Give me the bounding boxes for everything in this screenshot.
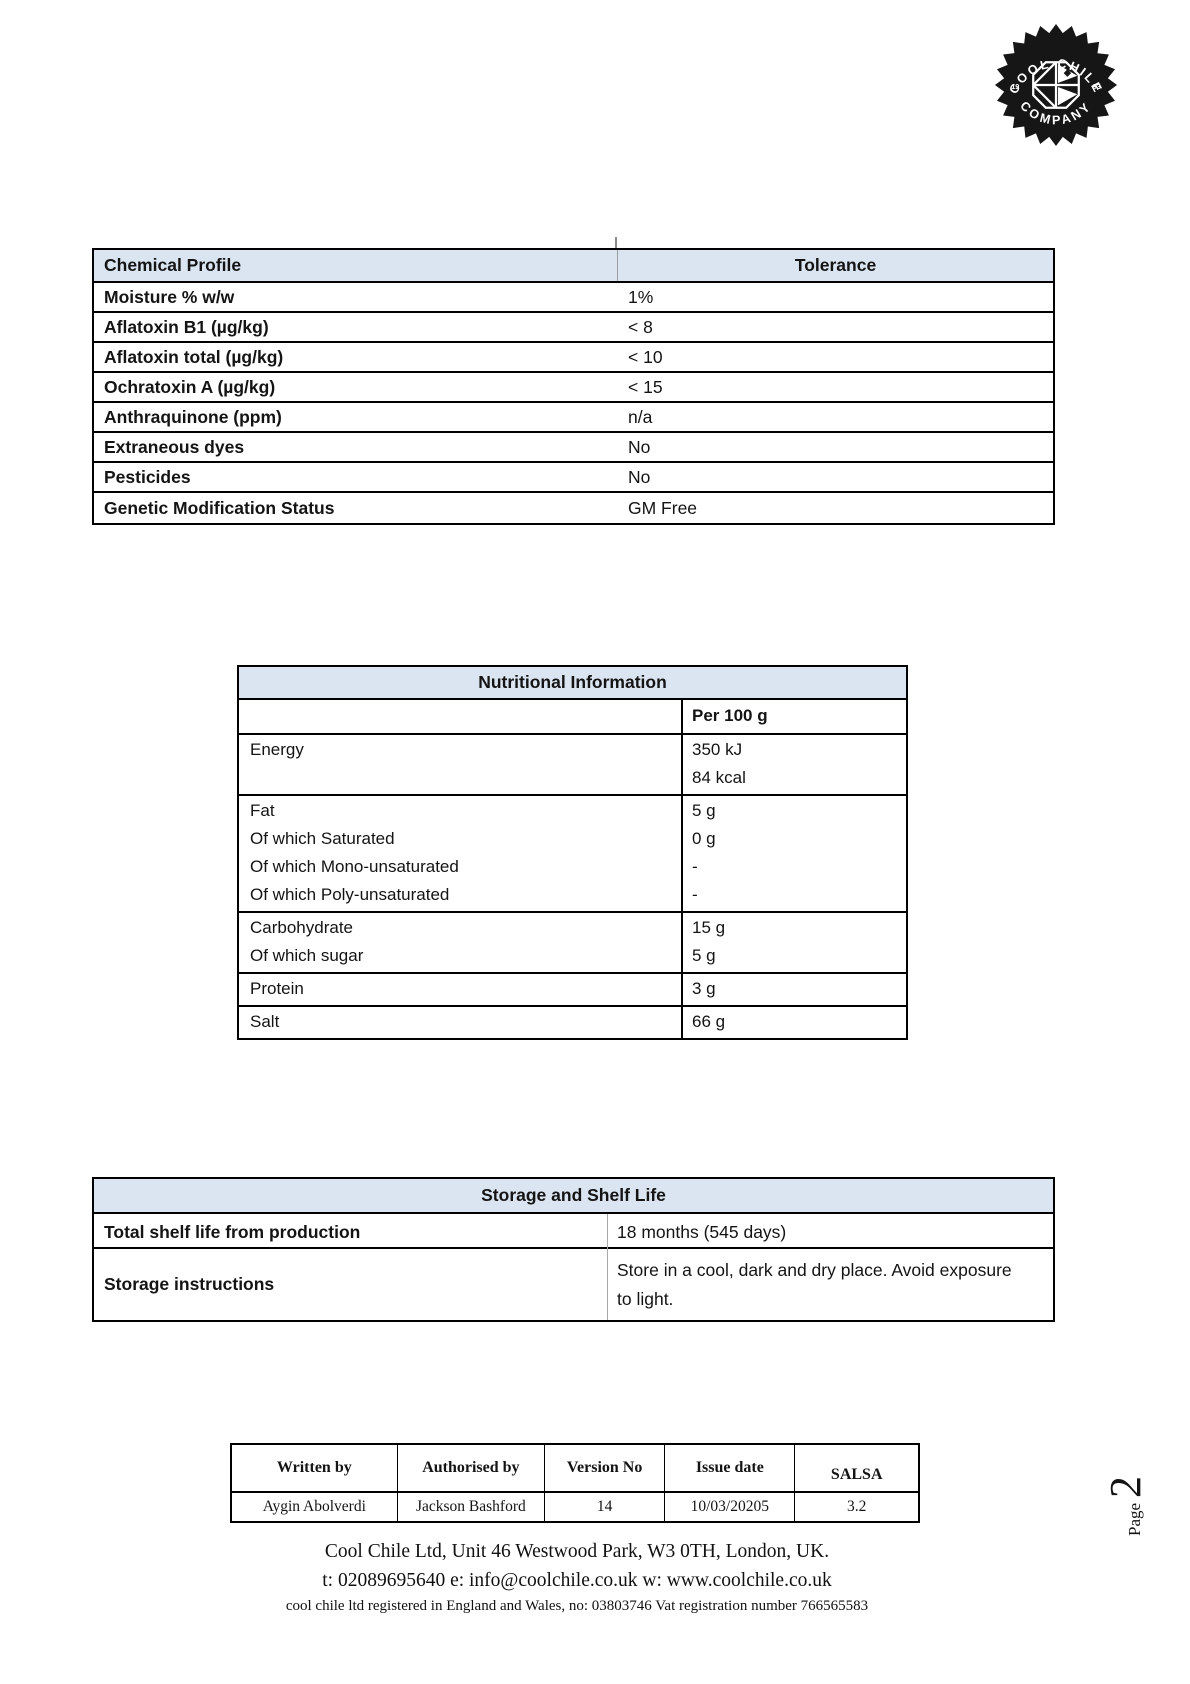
row-label: Pesticides [104, 466, 191, 487]
column-header: Written by [276, 1459, 352, 1476]
company-address-block: Cool Chile Ltd, Unit 46 Westwood Park, W… [0, 1537, 1154, 1618]
nutrient-value: - [692, 857, 698, 876]
nutrient-label: Of which Poly-unsaturated [250, 885, 450, 904]
column-header: SALSA [794, 1445, 917, 1491]
table-row: Moisture % w/w 1% [94, 283, 1053, 313]
nutrient-value: 15 g [692, 918, 726, 937]
cell-value: Aygin Abolverdi [262, 1498, 366, 1515]
nutrient-value: 5 g [692, 801, 716, 820]
page-number-label: Page [1125, 1502, 1144, 1536]
row-value: < 15 [628, 376, 663, 397]
nutrient-label: Energy [250, 740, 304, 759]
nutrient-label: Fat [250, 801, 275, 820]
table-row: Genetic Modification Status GM Free [94, 493, 1053, 523]
nutrient-label: Protein [250, 979, 304, 998]
nutrition-table-title: Nutritional Information [239, 667, 906, 700]
nutrition-group-fat: Fat Of which Saturated Of which Mono-uns… [239, 796, 906, 913]
nutrition-group-carbohydrate: Carbohydrate Of which sugar 15 g 5 g [239, 913, 906, 974]
column-header: Authorised by [396, 1445, 544, 1491]
table-remnant-tick [615, 237, 617, 248]
page-number-value: 2 [1101, 1475, 1150, 1498]
row-label: Total shelf life from production [104, 1222, 361, 1242]
row-value: No [628, 466, 651, 487]
table-row: Storage instructions Store in a cool, da… [94, 1249, 1053, 1320]
column-header: Issue date [664, 1445, 794, 1491]
nutrition-group-protein: Protein 3 g [239, 974, 906, 1007]
registration-line: cool chile ltd registered in England and… [285, 1598, 869, 1614]
nutrient-value: 5 g [692, 946, 716, 965]
logo-emblem-triangle-bottom [1057, 86, 1078, 106]
nutrient-label [250, 764, 681, 792]
chemical-profile-table: Chemical Profile Tolerance Moisture % w/… [92, 248, 1055, 525]
table-row: Ochratoxin A (µg/kg) < 15 [94, 373, 1053, 403]
nutrient-label: Of which sugar [250, 946, 364, 965]
nutrient-value: 84 kcal [692, 768, 746, 787]
address-line: Cool Chile Ltd, Unit 46 Westwood Park, W… [324, 1541, 830, 1562]
nutrient-value: 3 g [692, 979, 716, 998]
row-label: Storage instructions [104, 1274, 275, 1294]
nutrient-value: 350 kJ [692, 740, 743, 759]
table-row: Aflatoxin total (µg/kg) < 10 [94, 343, 1053, 373]
logo-emblem-icon [1032, 61, 1080, 109]
row-value: < 8 [628, 316, 653, 337]
row-value: n/a [628, 406, 653, 427]
nutrition-column-header-row: Per 100 g [239, 700, 906, 735]
row-value: Store in a cool, dark and dry place. Avo… [607, 1249, 1053, 1320]
table-row: Aflatoxin B1 (µg/kg) < 8 [94, 313, 1053, 343]
storage-shelf-life-table: Storage and Shelf Life Total shelf life … [92, 1177, 1055, 1322]
row-value: 1% [628, 286, 654, 307]
table-row: Total shelf life from production 18 mont… [94, 1214, 1053, 1251]
chemical-profile-header-row: Chemical Profile Tolerance [94, 250, 1053, 283]
logo-year-right: 93 [1093, 82, 1101, 91]
nutrient-label: Of which Saturated [250, 829, 395, 848]
approval-values-row: Aygin Abolverdi Jackson Bashford 14 10/0… [232, 1493, 918, 1521]
row-label: Moisture % w/w [104, 286, 235, 307]
row-label: Extraneous dyes [104, 436, 245, 457]
contact-line: t: 02089695640 e: info@coolchile.co.uk w… [322, 1570, 832, 1591]
logo-year-left: 19 [1011, 82, 1019, 91]
nutrition-table: Nutritional Information Per 100 g Energy… [237, 665, 908, 1040]
row-label: Aflatoxin B1 (µg/kg) [104, 316, 269, 337]
chemical-profile-title: Chemical Profile [104, 255, 242, 275]
nutrient-value: - [692, 885, 698, 904]
row-value: No [628, 436, 651, 457]
row-label: Genetic Modification Status [104, 497, 335, 518]
nutrient-label: Carbohydrate [250, 918, 354, 937]
cool-chile-company-logo: COOL CHILE COMPANY 19 93 [994, 23, 1118, 147]
row-value: GM Free [628, 497, 698, 518]
row-value: < 10 [628, 346, 663, 367]
cell-value: 14 [544, 1493, 664, 1521]
nutrition-group-energy: Energy 350 kJ 84 kcal [239, 735, 906, 796]
row-label: Anthraquinone (ppm) [104, 406, 282, 427]
page-number: Page 2 [1100, 1476, 1151, 1536]
tolerance-column-header: Tolerance [617, 250, 1053, 281]
row-label: Aflatoxin total (µg/kg) [104, 346, 284, 367]
nutrition-group-salt: Salt 66 g [239, 1007, 906, 1038]
cell-value: 10/03/20205 [664, 1493, 794, 1521]
column-header: Version No [544, 1445, 664, 1491]
nutrient-value: 66 g [692, 1012, 726, 1031]
nutrient-label: Salt [250, 1012, 280, 1031]
row-label: Ochratoxin A (µg/kg) [104, 376, 276, 397]
nutrient-label: Of which Mono-unsaturated [250, 857, 459, 876]
storage-table-title: Storage and Shelf Life [94, 1179, 1053, 1214]
empty-cell [239, 700, 681, 733]
approval-table: Written by Authorised by Version No Issu… [230, 1443, 920, 1523]
table-row: Anthraquinone (ppm) n/a [94, 403, 1053, 433]
cell-value: Jackson Bashford [396, 1493, 544, 1521]
per-100g-header: Per 100 g [681, 700, 906, 733]
cell-value: 3.2 [794, 1493, 917, 1521]
nutrient-value: 0 g [692, 829, 716, 848]
table-row: Pesticides No [94, 463, 1053, 493]
approval-header-row: Written by Authorised by Version No Issu… [232, 1445, 918, 1493]
table-row: Extraneous dyes No [94, 433, 1053, 463]
row-value: 18 months (545 days) [607, 1214, 1053, 1251]
